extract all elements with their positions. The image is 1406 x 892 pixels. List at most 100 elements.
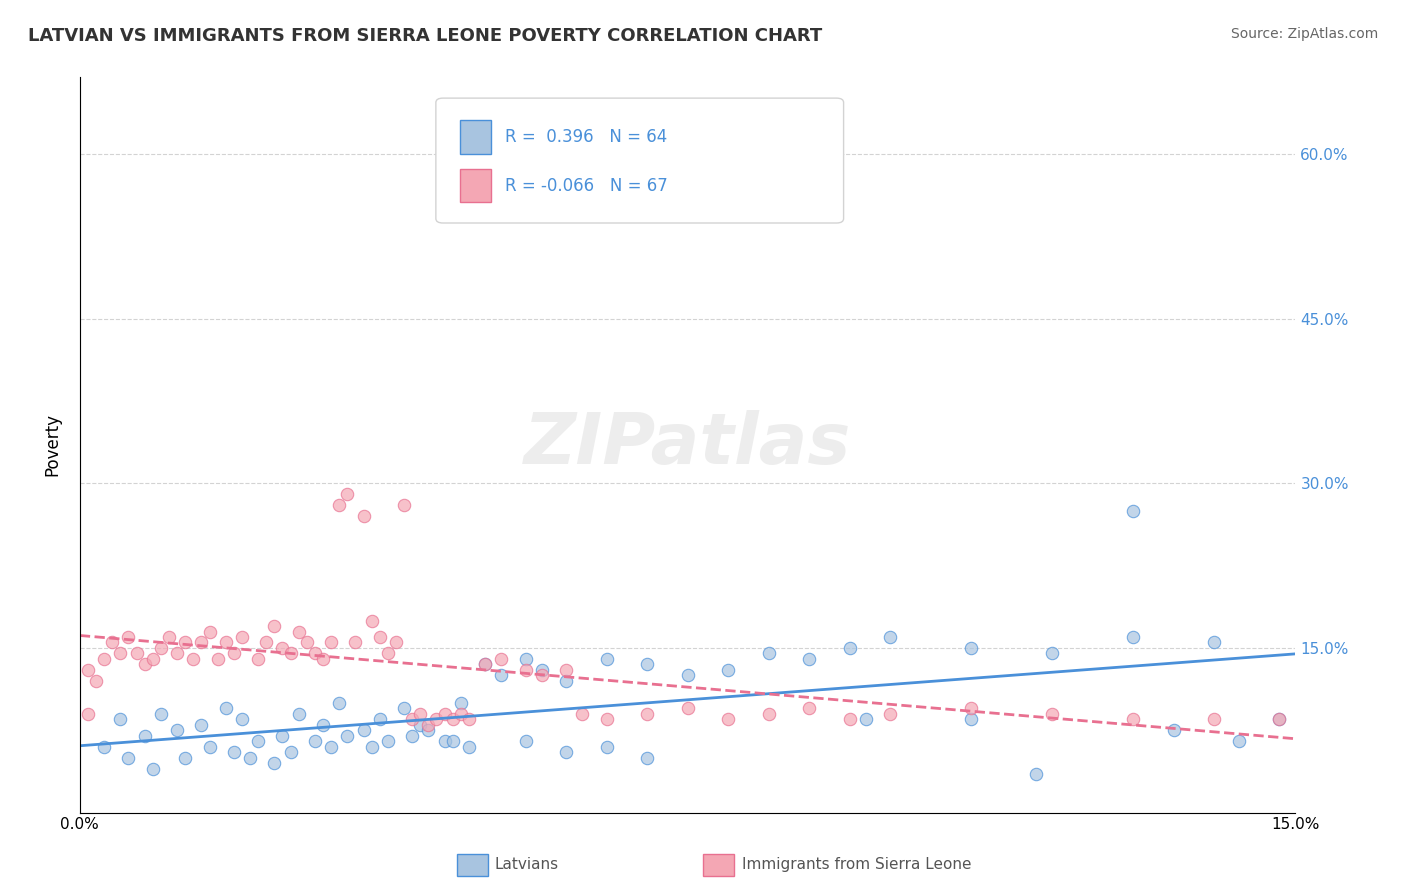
Point xyxy=(271,729,294,743)
Point xyxy=(280,647,302,661)
Point xyxy=(157,630,180,644)
Point xyxy=(758,706,780,721)
Point xyxy=(474,657,496,672)
Point xyxy=(344,635,367,649)
Point xyxy=(457,739,479,754)
Point xyxy=(198,624,221,639)
Point xyxy=(125,647,148,661)
Point xyxy=(77,663,100,677)
Point xyxy=(838,640,860,655)
Text: Source: ZipAtlas.com: Source: ZipAtlas.com xyxy=(1230,27,1378,41)
Point xyxy=(392,499,415,513)
Point xyxy=(1122,712,1144,726)
Point xyxy=(1122,504,1144,518)
Text: R = -0.066   N = 67: R = -0.066 N = 67 xyxy=(505,177,668,194)
Point xyxy=(595,739,617,754)
Point xyxy=(231,630,253,644)
Point xyxy=(368,630,391,644)
Text: ZIPatlas: ZIPatlas xyxy=(524,410,852,480)
Point xyxy=(215,701,238,715)
Point xyxy=(181,652,204,666)
Point xyxy=(271,640,294,655)
Point xyxy=(312,718,335,732)
Point xyxy=(799,652,821,666)
Point xyxy=(222,745,245,759)
Point xyxy=(1204,712,1226,726)
Y-axis label: Poverty: Poverty xyxy=(44,414,60,476)
Point xyxy=(328,499,350,513)
Point xyxy=(198,739,221,754)
Point xyxy=(231,712,253,726)
Point xyxy=(676,701,699,715)
Point xyxy=(409,718,432,732)
Point xyxy=(368,712,391,726)
Point xyxy=(418,718,440,732)
Point xyxy=(450,696,472,710)
Bar xyxy=(703,854,734,876)
Point xyxy=(960,712,983,726)
Point xyxy=(304,647,326,661)
Point xyxy=(595,712,617,726)
Point xyxy=(515,663,537,677)
Point xyxy=(717,712,740,726)
Point xyxy=(336,729,359,743)
Point xyxy=(636,657,658,672)
Point xyxy=(571,706,593,721)
Point xyxy=(636,706,658,721)
Point xyxy=(474,657,496,672)
Point xyxy=(960,640,983,655)
Point xyxy=(110,647,132,661)
Point xyxy=(418,723,440,738)
Point xyxy=(222,647,245,661)
Point xyxy=(377,734,399,748)
Point xyxy=(392,701,415,715)
Point xyxy=(433,734,456,748)
Point xyxy=(425,712,447,726)
Point xyxy=(77,706,100,721)
Point xyxy=(1268,712,1291,726)
Point xyxy=(166,647,188,661)
Point xyxy=(190,718,212,732)
Text: Immigrants from Sierra Leone: Immigrants from Sierra Leone xyxy=(742,857,972,872)
Point xyxy=(1040,706,1063,721)
Point xyxy=(409,706,432,721)
Point xyxy=(93,739,115,754)
Point xyxy=(758,647,780,661)
Point xyxy=(879,706,901,721)
Point xyxy=(142,762,165,776)
Point xyxy=(319,635,342,649)
Point xyxy=(134,729,156,743)
Point xyxy=(457,712,479,726)
Point xyxy=(555,673,578,688)
Point xyxy=(190,635,212,649)
Point xyxy=(1204,635,1226,649)
Point xyxy=(215,635,238,649)
Point xyxy=(385,635,408,649)
Point xyxy=(295,635,318,649)
Point xyxy=(174,635,197,649)
Point xyxy=(401,729,423,743)
Point xyxy=(676,668,699,682)
Point xyxy=(491,652,513,666)
Point xyxy=(174,750,197,764)
Text: LATVIAN VS IMMIGRANTS FROM SIERRA LEONE POVERTY CORRELATION CHART: LATVIAN VS IMMIGRANTS FROM SIERRA LEONE … xyxy=(28,27,823,45)
Point xyxy=(1227,734,1250,748)
Point xyxy=(304,734,326,748)
Point xyxy=(717,663,740,677)
Point xyxy=(555,745,578,759)
Point xyxy=(149,706,172,721)
Point xyxy=(491,668,513,682)
Point xyxy=(433,706,456,721)
Point xyxy=(441,712,464,726)
Point xyxy=(353,509,375,524)
Point xyxy=(149,640,172,655)
Point xyxy=(319,739,342,754)
Point xyxy=(353,723,375,738)
Point xyxy=(530,668,553,682)
Point xyxy=(328,696,350,710)
Point xyxy=(799,701,821,715)
Point xyxy=(401,712,423,726)
Point xyxy=(1122,630,1144,644)
Point xyxy=(360,739,382,754)
Point xyxy=(450,706,472,721)
